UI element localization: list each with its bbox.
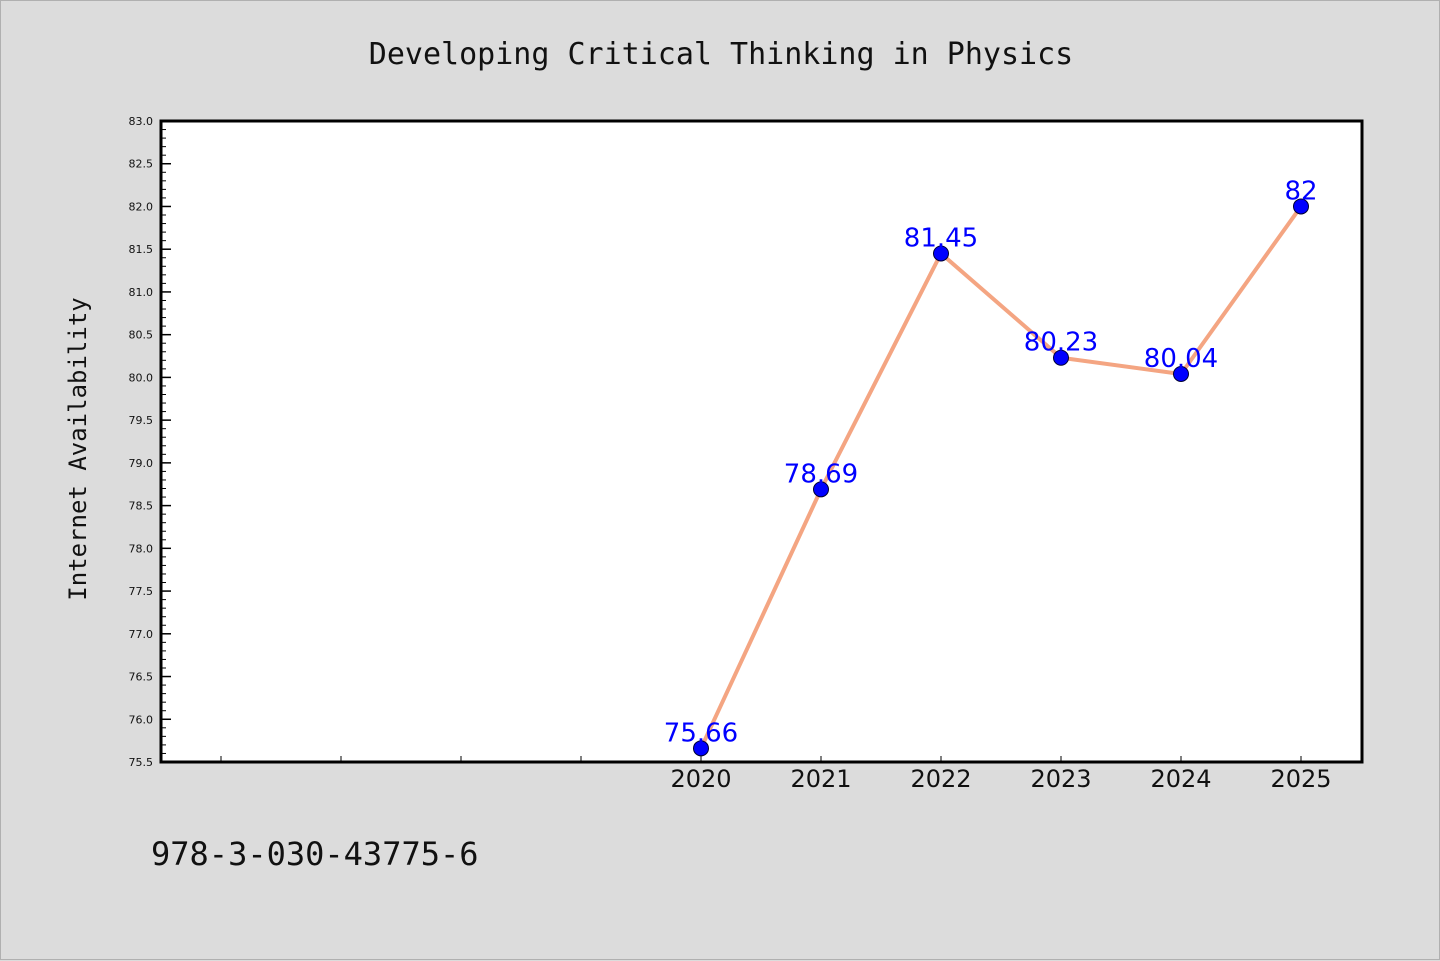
y-axis-label: Internet Availability xyxy=(64,297,92,600)
y-tick-label: 80.5 xyxy=(129,329,154,342)
y-tick-label: 77.0 xyxy=(129,628,154,641)
y-tick-label: 75.5 xyxy=(129,756,154,769)
x-tick-label: 2022 xyxy=(910,765,971,793)
y-tick-label: 79.5 xyxy=(129,414,154,427)
y-tick-label: 81.5 xyxy=(129,243,154,256)
data-point xyxy=(1053,349,1069,366)
data-point xyxy=(1173,365,1189,382)
data-point xyxy=(933,245,949,262)
isbn-footer: 978-3-030-43775-6 xyxy=(151,835,479,873)
plot-area xyxy=(159,119,1364,764)
y-tick-label: 81.0 xyxy=(129,286,154,299)
data-label: 82 xyxy=(1284,176,1317,206)
series-line xyxy=(699,204,1303,751)
data-point xyxy=(1293,198,1309,215)
data-label: 81.45 xyxy=(904,223,978,253)
data-point xyxy=(693,740,709,757)
x-axis: 2020 2021 2022 2023 2024 2025 xyxy=(220,756,1332,793)
x-tick-label: 2023 xyxy=(1030,765,1091,793)
y-tick-label: 77.5 xyxy=(129,585,154,598)
chart-title: Developing Critical Thinking in Physics xyxy=(369,37,1073,72)
data-label: 80.23 xyxy=(1024,328,1098,358)
y-tick-label: 83.0 xyxy=(129,115,154,128)
y-tick-label: 82.0 xyxy=(129,200,154,213)
y-tick-label: 80.0 xyxy=(129,371,154,384)
data-point xyxy=(813,481,829,498)
data-label: 80.04 xyxy=(1144,344,1218,374)
y-tick-label: 78.5 xyxy=(129,500,154,513)
x-tick-label: 2020 xyxy=(670,765,731,793)
y-tick-label: 76.5 xyxy=(129,671,154,684)
y-tick-label: 76.0 xyxy=(129,713,154,726)
series-group: 75.66 78.69 81.45 80.23 80.04 82 xyxy=(664,176,1318,757)
x-tick-label: 2025 xyxy=(1270,765,1331,793)
data-label: 75.66 xyxy=(664,718,738,748)
y-tick-label: 78.0 xyxy=(129,542,154,555)
data-label: 78.69 xyxy=(784,459,858,489)
y-axis: 75.5 76.0 76.5 77.0 77.5 78.0 78.5 79.0 79.5 80.0… xyxy=(129,115,171,769)
y-tick-label: 79.0 xyxy=(129,457,154,470)
x-tick-label: 2024 xyxy=(1150,765,1211,793)
x-tick-label: 2021 xyxy=(790,765,851,793)
y-tick-label: 82.5 xyxy=(129,158,154,171)
